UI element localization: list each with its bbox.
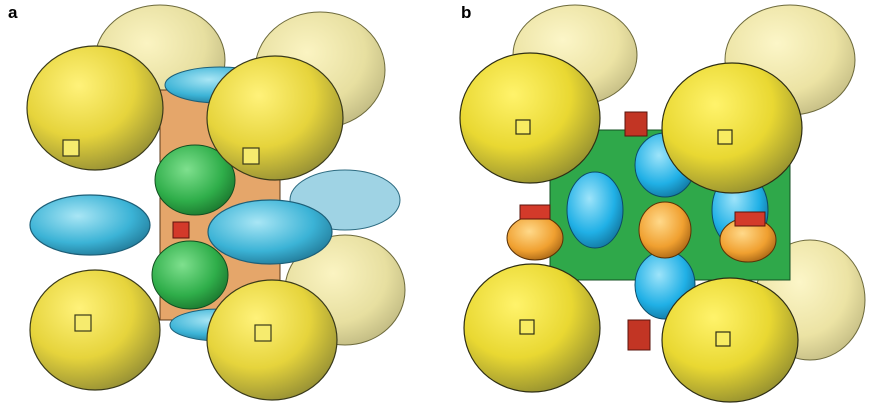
panel-a: a bbox=[8, 3, 406, 401]
panel-label-b: b bbox=[461, 3, 472, 22]
cyan-cages bbox=[29, 194, 333, 265]
front-yellow-cages-b bbox=[459, 52, 803, 403]
zeolite-framework-illustration-a bbox=[26, 4, 406, 401]
panel-label-a: a bbox=[8, 3, 18, 22]
front-yellow-cages bbox=[26, 45, 344, 401]
zeolite-framework-illustration-b bbox=[459, 4, 866, 403]
panel-b: b bbox=[440, 0, 871, 409]
